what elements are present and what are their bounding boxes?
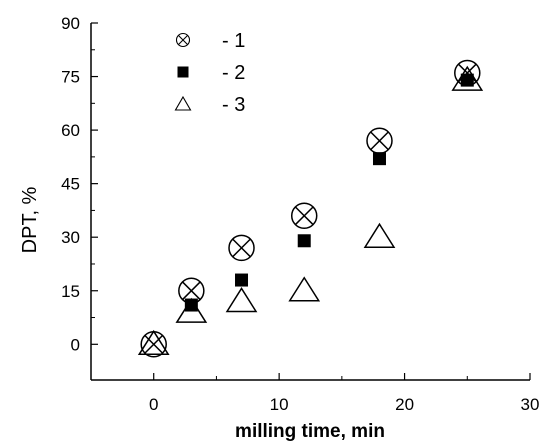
legend-label: - 1 [222, 30, 245, 52]
series-1 [140, 59, 481, 358]
legend-marker-triangle [174, 95, 192, 111]
series-1-point [140, 331, 167, 358]
series-1-point [454, 59, 481, 87]
legend-marker-square [177, 66, 189, 78]
legend: - 1 - 2 - 3 [174, 30, 245, 116]
y-tick-label: 15 [61, 282, 80, 301]
y-tick-label: 30 [61, 228, 80, 247]
series-3-point [137, 329, 170, 356]
series-2-point [184, 298, 198, 312]
axes: 0 15 30 45 60 75 90 0 10 20 30 [61, 14, 539, 414]
series-1-point [290, 202, 318, 230]
x-tick-label: 20 [395, 395, 414, 414]
legend-label: - 2 [222, 62, 245, 84]
x-tick-label: 0 [149, 395, 158, 414]
y-axis-title: DPT, % [19, 186, 41, 253]
series-2-point [372, 152, 386, 166]
legend-marker-circle-x [175, 32, 191, 48]
legend-item-2: - 2 [177, 62, 245, 84]
legend-item-3: - 3 [174, 94, 245, 116]
series-1-point [366, 127, 393, 155]
legend-item-1: - 1 [175, 30, 245, 52]
series-1-point [178, 277, 205, 304]
series-2-point [297, 234, 311, 248]
x-tick-label: 30 [521, 395, 540, 414]
y-tick-label: 90 [61, 14, 80, 33]
y-tick-label: 45 [61, 175, 80, 194]
series-1-point [228, 234, 255, 262]
legend-label: - 3 [222, 94, 245, 116]
x-axis-title: milling time, min [235, 421, 385, 442]
data-marks [137, 59, 484, 358]
series-3-point [225, 287, 258, 313]
y-tick-label: 60 [61, 121, 80, 140]
x-tick-label: 10 [270, 395, 289, 414]
y-tick-label: 75 [61, 68, 80, 87]
series-3-point [288, 276, 321, 302]
y-tick-label: 0 [71, 335, 80, 354]
series-2-point [235, 273, 249, 287]
series-3-point [363, 222, 396, 248]
